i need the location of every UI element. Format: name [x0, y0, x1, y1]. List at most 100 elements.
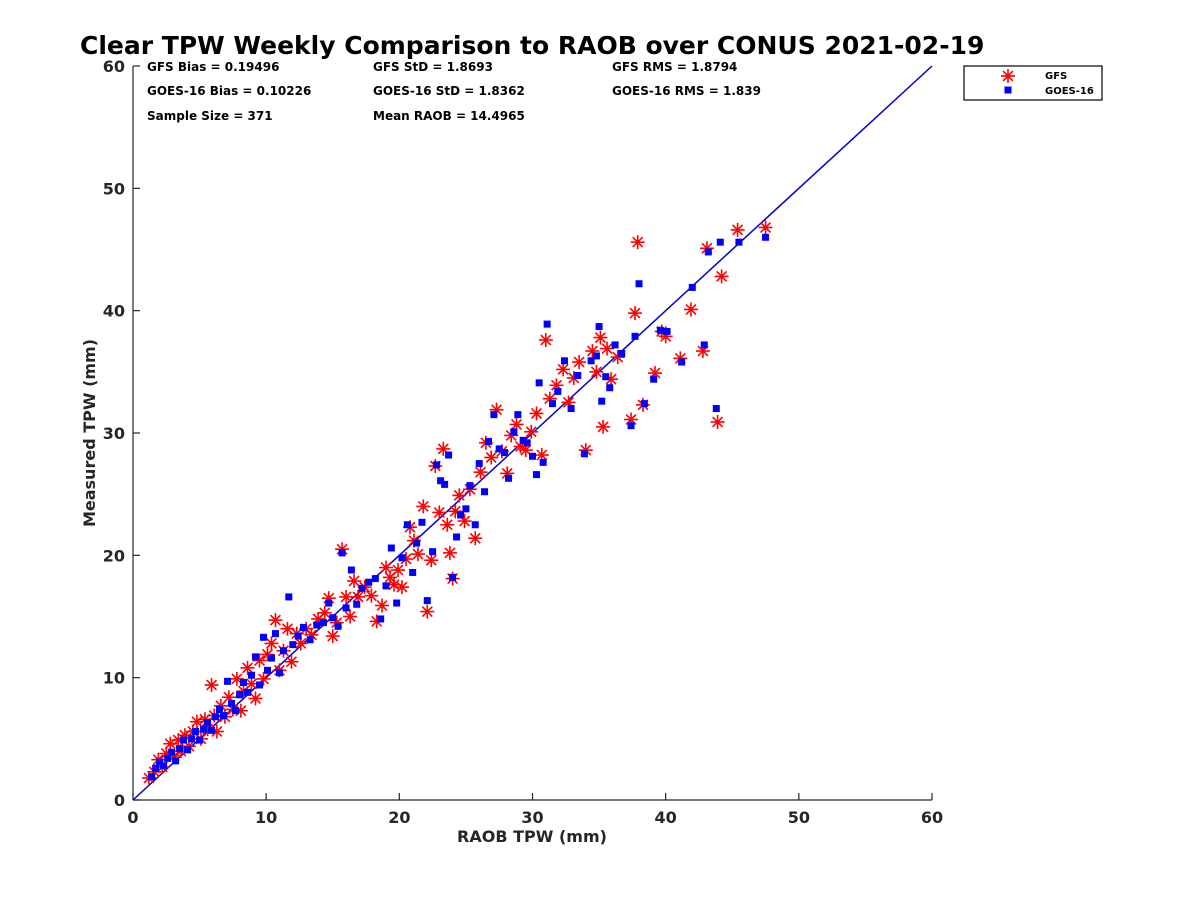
gfs-point	[589, 364, 604, 379]
goes16-point	[365, 578, 373, 586]
goes16-point	[289, 641, 297, 649]
goes16-point	[358, 584, 366, 592]
gfs-point	[442, 545, 457, 560]
goes16-point	[256, 681, 264, 689]
goes16-point	[294, 632, 302, 640]
goes16-point	[152, 764, 160, 772]
goes16-point	[347, 566, 355, 574]
goes16-point	[466, 482, 474, 490]
goes16-point	[325, 599, 333, 607]
gfs-point	[556, 362, 571, 377]
goes16-point	[481, 488, 489, 496]
goes16-point	[595, 323, 603, 331]
goes16-point	[560, 357, 568, 365]
y-tick-label: 40	[103, 302, 125, 321]
mean-raob-text: Mean RAOB = 14.4965	[373, 109, 525, 123]
y-tick-label: 50	[103, 179, 125, 198]
goes16-point	[228, 699, 236, 707]
goes16-point	[592, 352, 600, 360]
gfs-point	[240, 660, 255, 675]
gfs-point	[440, 517, 455, 532]
x-axis-label: RAOB TPW (mm)	[457, 827, 607, 846]
gfs-bias-text: GFS Bias = 0.19496	[147, 60, 279, 74]
goes16-point	[299, 624, 307, 632]
goes16-point	[532, 471, 540, 479]
goes16-point	[554, 387, 562, 395]
goes16-point	[260, 633, 268, 641]
y-ticks: 0 10 20 30 40 50 60	[103, 57, 140, 810]
goes16-point	[176, 745, 184, 753]
gfs-point	[452, 488, 467, 503]
goes16-point	[236, 691, 244, 699]
x-tick-label: 0	[127, 808, 138, 827]
gfs-point	[264, 636, 279, 651]
sample-size-text: Sample Size = 371	[147, 109, 273, 123]
x-tick-label: 20	[388, 808, 410, 827]
gfs-point	[189, 714, 204, 729]
goes16-point	[180, 736, 188, 744]
goes16-point	[168, 748, 176, 756]
goes16-point	[529, 452, 536, 460]
goes16-point	[700, 341, 708, 349]
legend-goes16-square	[1004, 86, 1012, 94]
gfs-point	[468, 531, 483, 546]
goes16-point	[627, 422, 635, 430]
goes16-point	[196, 736, 204, 744]
goes16-point	[602, 373, 610, 381]
goes16-point	[313, 621, 321, 629]
gfs-point	[260, 647, 275, 662]
x-tick-label: 10	[255, 808, 277, 827]
gfs-point	[317, 605, 332, 620]
goes16-point	[501, 449, 509, 457]
gfs-point	[758, 220, 773, 235]
gfs-point	[284, 654, 299, 669]
legend: GFS GOES-16	[963, 65, 1103, 101]
y-tick-label: 0	[114, 791, 125, 810]
gfs-point	[420, 604, 435, 619]
stats-block: GFS Bias = 0.19496 GOES-16 Bias = 0.1022…	[147, 60, 761, 123]
goes16-point	[212, 713, 220, 721]
x-ticks: 0 10 20 30 40 50 60	[127, 793, 943, 827]
goes16-point	[519, 436, 527, 444]
goes16-point	[275, 669, 283, 677]
y-tick-label: 60	[103, 57, 125, 76]
legend-goes16-label: GOES-16	[1045, 86, 1094, 97]
gfs-point	[394, 580, 409, 595]
gfs-point	[347, 574, 362, 589]
goes16-point	[567, 405, 575, 413]
goes16-point	[543, 320, 551, 328]
goes16-point	[387, 544, 395, 552]
goes-bias-text: GOES-16 Bias = 0.10226	[147, 84, 311, 98]
gfs-point	[628, 306, 643, 321]
gfs-point	[432, 505, 447, 520]
goes16-point	[441, 480, 449, 488]
gfs-point	[600, 341, 615, 356]
legend-box	[963, 65, 1103, 101]
goes16-point	[285, 593, 293, 601]
legend-gfs-asterisk	[1001, 69, 1015, 83]
goes16-point	[471, 521, 479, 529]
goes16-point	[263, 666, 271, 674]
y-tick-label: 10	[103, 669, 125, 688]
gfs-point	[596, 419, 611, 434]
goes16-point	[338, 549, 346, 557]
goes16-point	[429, 548, 437, 556]
goes16-point	[377, 615, 385, 623]
goes16-point	[762, 233, 770, 241]
goes16-point	[475, 460, 483, 468]
goes16-point	[704, 248, 712, 256]
gfs-point	[538, 333, 553, 348]
gfs-point	[268, 613, 283, 628]
goes16-point	[587, 357, 595, 365]
goes16-point	[453, 533, 461, 541]
goes16-point	[208, 726, 216, 734]
goes16-point	[716, 238, 724, 246]
goes16-point	[244, 688, 252, 696]
goes16-point	[580, 450, 588, 458]
gfs-point	[391, 563, 406, 578]
goes16-point	[329, 614, 337, 622]
x-tick-label: 40	[655, 808, 677, 827]
x-tick-label: 60	[921, 808, 943, 827]
goes16-point	[200, 725, 208, 733]
